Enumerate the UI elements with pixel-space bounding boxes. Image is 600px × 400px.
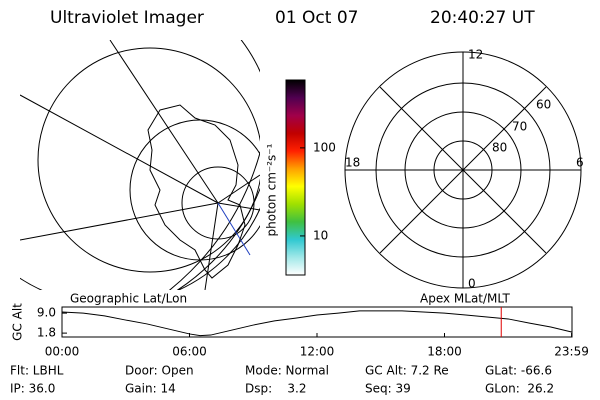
polar-label: 12: [468, 48, 483, 62]
colorbar-ticks: 10 100: [300, 140, 336, 242]
info-field: Gain: 14: [125, 382, 176, 396]
info-field: IP: 36.0: [10, 382, 55, 396]
x-tick-label: 00:00: [45, 345, 80, 359]
time: 20:40:27 UT: [430, 8, 535, 28]
polar-label: 6: [576, 156, 584, 170]
footer: Flt: LBHL Door: Open Mode: Normal GC Alt: 7…: [10, 364, 554, 396]
polar-label: 0: [468, 277, 476, 291]
colorbar-label: photon cm⁻²s⁻¹: [265, 143, 279, 236]
strip: 9.0 1.8 00:00 06:00 12:00 18:00 23:59: [37, 306, 589, 359]
polar-label: 60: [536, 98, 551, 112]
info-field: GC Alt: 7.2 Re: [365, 364, 449, 378]
info-field: Mode: Normal: [245, 364, 329, 378]
info-field: Dsp: 3.2: [245, 382, 307, 396]
colorbar-tick-label: 100: [313, 140, 336, 154]
polar-label: 70: [512, 120, 527, 134]
polar-label: 80: [492, 141, 507, 155]
info-field: GLon: 26.2: [485, 382, 554, 396]
info-field: GLat: -66.6: [485, 364, 552, 378]
x-tick-label: 06:00: [172, 345, 207, 359]
polar-label: 18: [345, 156, 360, 170]
x-tick-label: 12:00: [300, 345, 335, 359]
colorbar-tick-label: 10: [313, 228, 328, 242]
x-tick-label: 18:00: [427, 345, 462, 359]
y-tick-label: 1.8: [37, 326, 56, 340]
polar-grid: [344, 51, 582, 289]
instrument: Ultraviolet Imager: [50, 8, 204, 28]
info-field: Seq: 39: [365, 382, 411, 396]
y-tick-label: 9.0: [37, 306, 56, 320]
y-axis-label: GC Alt: [11, 303, 25, 341]
altitude-line: [61, 310, 572, 337]
left-label: Geographic Lat/Lon: [70, 292, 187, 306]
map: [20, 40, 260, 290]
info-field: Door: Open: [125, 364, 194, 378]
x-tick-label: 23:59: [554, 345, 589, 359]
date: 01 Oct 07: [275, 8, 358, 28]
right-label: Apex MLat/MLT: [420, 292, 510, 306]
colorbar: [285, 79, 306, 276]
info-field: Flt: LBHL: [10, 364, 64, 378]
